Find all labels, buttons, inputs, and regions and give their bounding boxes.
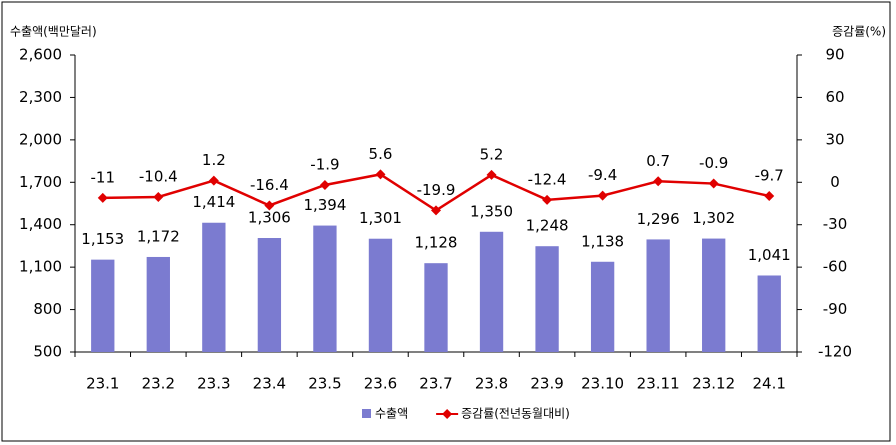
- y2-tick-label: -30: [823, 215, 848, 233]
- bar: [313, 225, 337, 352]
- x-tick-label: 23.4: [253, 375, 286, 393]
- bar-value-label: 1,414: [192, 193, 235, 211]
- y2-tick-label: 0: [830, 173, 840, 191]
- bar: [146, 256, 170, 352]
- bar: [646, 239, 670, 352]
- line-marker: [486, 169, 497, 180]
- x-tick-label: 23.12: [692, 375, 735, 393]
- bar-value-label: 1,153: [81, 230, 124, 248]
- legend-marker: [442, 409, 453, 419]
- y2-tick-label: -90: [823, 300, 848, 318]
- bar-value-label: 1,394: [303, 196, 346, 214]
- line-marker: [597, 190, 608, 201]
- line-value-label: -9.4: [588, 166, 617, 184]
- line-value-label: -12.4: [528, 170, 567, 188]
- y-tick-label: 500: [33, 343, 62, 361]
- bar: [91, 259, 115, 352]
- bar-value-label: 1,041: [748, 246, 791, 264]
- y-tick-label: 2,300: [19, 88, 62, 106]
- legend-label: 증감률(전년동월대비): [461, 407, 570, 421]
- y-tick-label: 1,700: [19, 173, 62, 191]
- y2-tick-label: 30: [825, 130, 844, 148]
- bar-value-label: 1,172: [137, 227, 180, 245]
- x-tick-label: 23.2: [142, 375, 175, 393]
- bar-value-label: 1,248: [526, 217, 569, 235]
- x-tick-label: 23.3: [197, 375, 230, 393]
- line-value-label: 5.6: [369, 145, 393, 163]
- bar: [702, 238, 726, 352]
- legend-swatch: [362, 409, 371, 418]
- line-value-label: -11: [91, 168, 116, 186]
- line-value-label: -0.9: [699, 154, 728, 172]
- line-marker: [431, 205, 441, 216]
- y-axis-label: 수출액(백만달러): [10, 25, 97, 39]
- x-tick-label: 23.8: [475, 375, 508, 393]
- line-marker: [708, 178, 719, 189]
- bar-value-label: 1,138: [581, 232, 624, 250]
- line-marker: [375, 169, 386, 180]
- y-tick-label: 2,000: [19, 130, 62, 148]
- line-value-label: 5.2: [480, 145, 504, 163]
- line-value-label: -16.4: [250, 176, 289, 194]
- bar: [590, 261, 615, 352]
- line-value-label: -19.9: [417, 181, 456, 199]
- line-value-label: -1.9: [310, 155, 339, 173]
- line-value-label: 1.2: [202, 151, 226, 169]
- line-value-label: -9.7: [755, 167, 784, 185]
- line-marker: [208, 175, 219, 186]
- bar: [257, 238, 282, 352]
- y-tick-label: 2,600: [19, 46, 62, 64]
- y-tick-label: 1,400: [19, 215, 62, 233]
- y2-axis-label: 증감률(%): [832, 25, 886, 39]
- line-marker: [97, 192, 108, 203]
- bar-value-label: 1,302: [692, 209, 735, 227]
- line-value-label: 0.7: [646, 152, 670, 170]
- x-tick-label: 23.6: [364, 375, 397, 393]
- x-tick-label: 23.10: [581, 375, 624, 393]
- line-marker: [264, 200, 275, 211]
- x-tick-label: 23.7: [419, 375, 452, 393]
- legend-label: 수출액: [375, 407, 408, 421]
- y-tick-label: 1,100: [19, 258, 62, 276]
- y2-tick-label: 90: [825, 46, 844, 64]
- line-value-label: -10.4: [139, 167, 178, 185]
- bar: [368, 238, 393, 352]
- x-tick-label: 23.5: [308, 375, 341, 393]
- x-tick-label: 24.1: [753, 375, 786, 393]
- bar-value-label: 1,128: [415, 234, 458, 252]
- bar: [757, 275, 781, 352]
- bar-value-label: 1,301: [359, 209, 402, 227]
- bar: [479, 231, 504, 352]
- y2-tick-label: -60: [823, 258, 848, 276]
- line-marker: [764, 191, 775, 202]
- bar-value-label: 1,350: [470, 202, 513, 220]
- x-tick-label: 23.9: [530, 375, 563, 393]
- line-marker: [153, 191, 164, 202]
- line-marker: [542, 194, 553, 205]
- bar: [424, 263, 448, 352]
- bar: [535, 246, 559, 352]
- bar: [202, 222, 226, 352]
- bar-value-label: 1,306: [248, 209, 291, 227]
- x-tick-label: 23.1: [86, 375, 119, 393]
- line-marker: [653, 176, 664, 187]
- y2-tick-label: -120: [818, 343, 852, 361]
- line-marker: [319, 179, 330, 190]
- y-tick-label: 800: [33, 300, 62, 318]
- bar-value-label: 1,296: [637, 210, 680, 228]
- y2-tick-label: 60: [825, 88, 844, 106]
- x-tick-label: 23.11: [637, 375, 680, 393]
